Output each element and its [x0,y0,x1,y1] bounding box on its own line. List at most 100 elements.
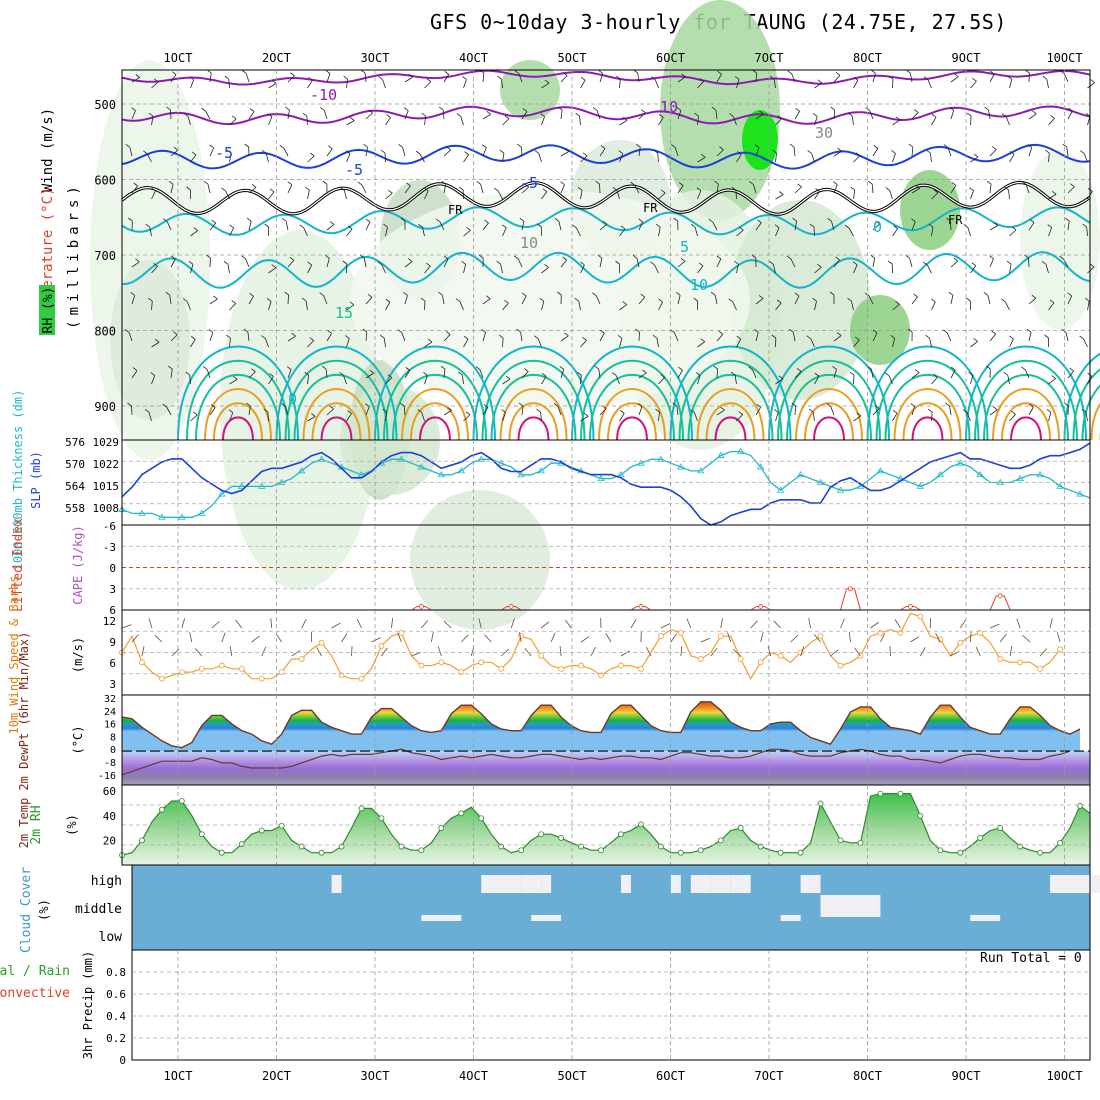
wind-barb [261,646,267,657]
wind-barb [325,70,331,74]
wind-barb [907,328,913,333]
wind-barb [502,302,509,311]
wind-barb [209,144,214,149]
wind-barb [125,143,131,148]
wind-speed-line-point [198,665,205,672]
wind-barb [484,634,492,643]
wind-barb [736,154,742,163]
thickness-line-point [756,463,765,470]
wind-barb [872,408,880,416]
rh-shading [350,190,750,410]
rh-shading [742,110,778,170]
y-tick-label: 8 [110,732,116,743]
wind-barb [378,76,383,80]
dewpoint-line [121,748,1071,776]
wind-barb [583,412,589,417]
wind-barb [404,110,409,120]
wind-barb [789,143,795,148]
y-tick-label: 564 [65,480,85,493]
wind-barb [424,341,433,348]
wind-barb [599,408,607,416]
wind-barb [463,79,467,89]
y-tick-label: 16 [104,720,116,731]
wind-barb [325,369,328,379]
wind-barb [873,145,879,149]
wind-barb [517,143,522,148]
wind-barb [1046,79,1049,89]
wind-barb [755,407,761,416]
wind-barb [970,115,972,126]
wind-barb [715,110,718,120]
wind-barb [327,329,332,334]
warm-contour [1090,403,1100,441]
cloud-block-middle [840,895,881,917]
wind-barb [755,222,762,231]
wind-barb [927,79,932,89]
y-tick-label: 1015 [93,480,120,493]
wind-barb [1086,226,1088,237]
wind-barb [911,112,919,120]
wind-barb [268,301,272,311]
wind-barb [755,332,759,342]
wind-barb [1067,186,1075,194]
wind-barb [377,261,383,266]
wind-barb [287,181,293,186]
wind-barb [973,338,978,342]
wind-barb [910,403,915,407]
wind-barb [908,143,914,148]
wind-barb [229,303,236,311]
wind-barb [443,255,449,260]
wind-barb [598,369,601,379]
wind-barb [1048,412,1052,422]
wind-barb [244,143,249,148]
wind-barb [970,375,974,385]
wind-barb [363,258,367,268]
wind-barb [326,333,332,342]
wind-barb [203,180,209,185]
wind-barb [221,187,226,192]
wind-barb [658,412,660,422]
wind-barb [422,227,425,237]
wind-barb [677,295,681,305]
wind-barb [1042,75,1048,80]
wind-barb [833,75,841,83]
wind-barb [131,634,139,643]
wind-barb [246,217,252,222]
wind-barb [267,411,269,422]
wind-barb [700,637,711,643]
wind-barb [905,254,910,259]
wind-barb [636,258,640,268]
wind-barb [516,328,521,333]
wind-barb [208,329,214,333]
wind-barb [248,371,256,379]
wind-barb [505,375,511,380]
wind-barb [1007,375,1010,385]
wind-barb [1032,110,1037,115]
wind-barb [536,408,541,413]
wind-barb [983,291,989,296]
wind-barb [270,618,273,629]
wind-barb [132,367,138,371]
wind-barb [1024,369,1030,379]
wind-barb [166,406,172,416]
wind-barb [456,113,461,117]
wind-barb [619,413,625,422]
wind-barb [228,78,230,89]
wind-speed-line-point [717,633,724,640]
x-tick-label-top: 9OCT [952,51,981,65]
wind-barb [387,374,393,378]
thickness-line-point [138,509,146,516]
wind-barb [772,264,776,274]
wind-barb [791,402,797,407]
wind-barb [361,184,367,194]
wind-barb [774,409,779,413]
wind-barb [695,372,701,376]
wind-barb [520,146,523,157]
contour-label: 10 [660,98,678,116]
rh-line-point [857,839,864,846]
wind-barb [727,632,732,643]
wind-barb [183,298,188,302]
wind-barb [329,405,334,410]
rh-line [121,793,1091,856]
cloud-block-high [521,875,542,893]
